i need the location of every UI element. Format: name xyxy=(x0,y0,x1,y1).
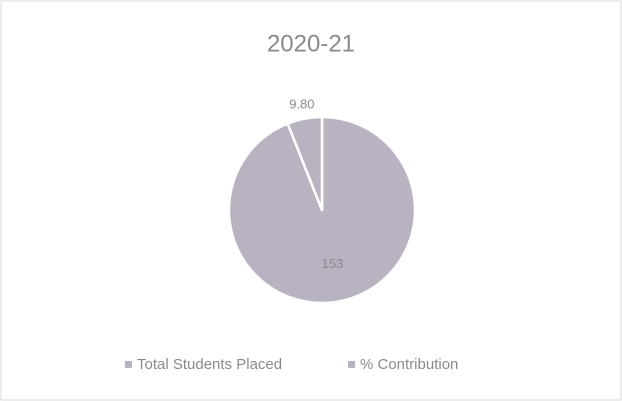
legend-label: % Contribution xyxy=(360,356,458,373)
legend-marker xyxy=(348,361,355,368)
data-label: 153 xyxy=(322,256,344,271)
chart-title: 2020-21 xyxy=(267,30,355,57)
data-label: 9.80 xyxy=(289,96,314,111)
pie-slice xyxy=(286,115,324,212)
legend-marker xyxy=(125,361,132,368)
legend-label: Total Students Placed xyxy=(137,356,282,373)
